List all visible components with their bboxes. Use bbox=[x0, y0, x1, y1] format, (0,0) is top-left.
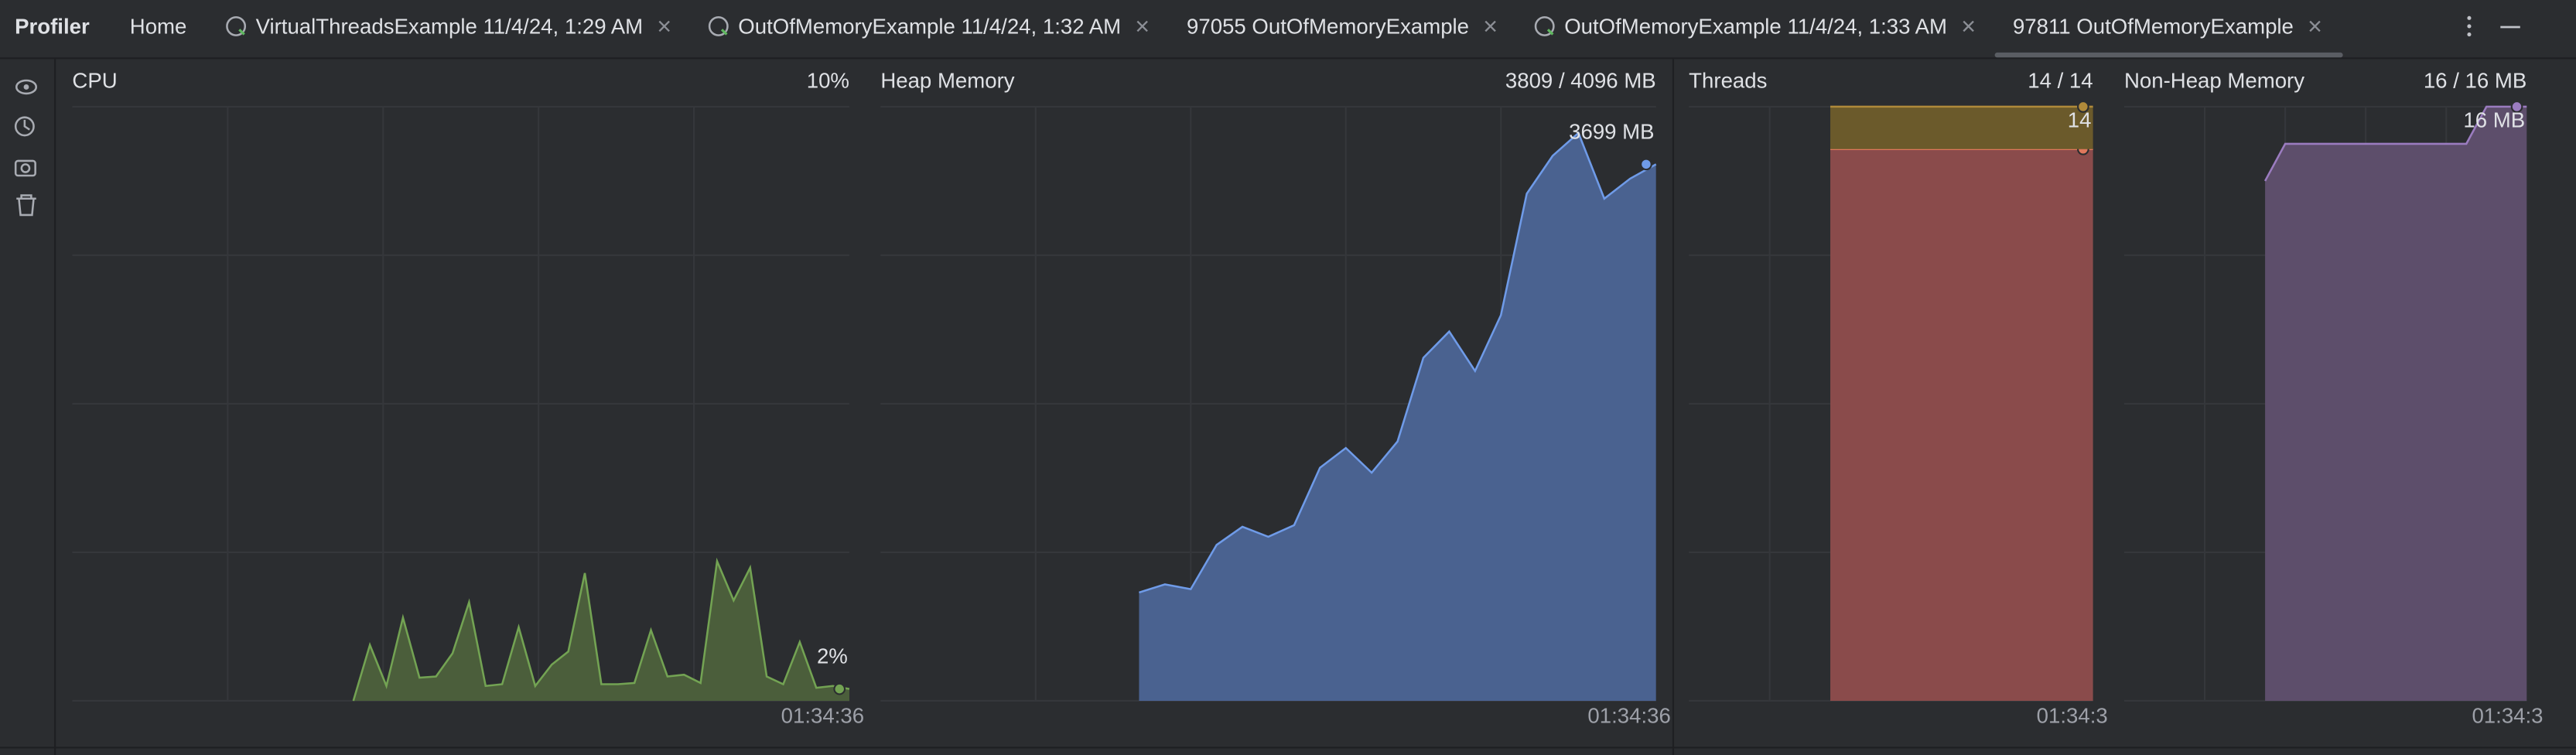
view-icon[interactable] bbox=[15, 79, 37, 95]
chart-title: Heap Memory bbox=[880, 68, 1014, 92]
tab-icon bbox=[1534, 16, 1555, 36]
attach-icon[interactable] bbox=[14, 116, 35, 137]
tab-icon-badge bbox=[1546, 29, 1554, 36]
chart-title: CPU bbox=[72, 68, 117, 92]
area bbox=[1830, 106, 2093, 149]
tab-close[interactable] bbox=[658, 20, 670, 32]
value-marker-label: 16 MB bbox=[2463, 108, 2525, 132]
area bbox=[2265, 106, 2527, 701]
last-point bbox=[2510, 101, 2523, 113]
chart-summary: 16 / 16 MB bbox=[2424, 68, 2526, 92]
tab-close[interactable] bbox=[1963, 20, 1974, 32]
chart-panel: Non-Heap Memory 16 / 16 MB 16 MB 01:34:3 bbox=[2123, 68, 2544, 727]
tab[interactable]: 97811 OutOfMemoryExample bbox=[1994, 14, 2343, 58]
last-point bbox=[1640, 158, 1652, 171]
area bbox=[353, 561, 849, 701]
chart-summary: 14 / 14 bbox=[2028, 68, 2093, 92]
value-marker-label: 3699 MB bbox=[1569, 119, 1654, 143]
chart-summary: 3809 / 4096 MB bbox=[1505, 68, 1656, 92]
time-label: 01:34:3 bbox=[2037, 703, 2108, 727]
tab-label: VirtualThreadsExample 11/4/24, 1:29 AM bbox=[256, 14, 644, 38]
last-point bbox=[833, 682, 846, 695]
value-marker-label: 2% bbox=[817, 644, 848, 668]
tab-close[interactable] bbox=[1136, 20, 1148, 32]
window-actions bbox=[2467, 15, 2520, 37]
tab-icon bbox=[708, 16, 729, 36]
time-label: 01:34:36 bbox=[781, 703, 864, 727]
tab-icon bbox=[226, 16, 247, 36]
value-marker-label: 14 bbox=[2068, 108, 2092, 132]
chart-summary: 10% bbox=[807, 68, 849, 92]
active-tab-indicator bbox=[1994, 52, 2343, 58]
tab[interactable]: OutOfMemoryExample 11/4/24, 1:33 AM bbox=[1534, 14, 1974, 38]
tab-label: 97811 OutOfMemoryExample bbox=[2013, 14, 2294, 38]
tab[interactable]: OutOfMemoryExample 11/4/24, 1:32 AM bbox=[708, 14, 1148, 38]
tab-label: OutOfMemoryExample 11/4/24, 1:33 AM bbox=[1564, 14, 1947, 38]
last-point bbox=[2077, 101, 2089, 113]
chart-panel: CPU 10% 2% 01:34:36 bbox=[72, 68, 864, 727]
tab-close[interactable] bbox=[2309, 20, 2321, 32]
area bbox=[1830, 149, 2093, 701]
chart-title: Non-Heap Memory bbox=[2124, 68, 2304, 92]
tab-icon-badge bbox=[720, 29, 728, 36]
chart-title: Threads bbox=[1689, 68, 1767, 92]
delete-icon[interactable] bbox=[16, 194, 36, 217]
time-label: 01:34:36 bbox=[1587, 703, 1670, 727]
chart-panel: Heap Memory 3809 / 4096 MB 3699 MB 01:34:36 bbox=[880, 68, 1671, 727]
tab-label: Home bbox=[130, 14, 187, 38]
tab-label: 97055 OutOfMemoryExample bbox=[1187, 14, 1469, 38]
chart-panel: Threads 14 / 14 14 01:34:3 bbox=[1689, 68, 2108, 727]
time-label: 01:34:3 bbox=[2472, 703, 2543, 727]
tab-icon-badge bbox=[238, 29, 245, 36]
area-line bbox=[352, 557, 850, 702]
sidebar bbox=[14, 79, 37, 217]
tab[interactable]: VirtualThreadsExample 11/4/24, 1:29 AM bbox=[226, 14, 670, 38]
area-line bbox=[2263, 105, 2527, 182]
more-menu[interactable] bbox=[2467, 15, 2472, 37]
tool-title: Profiler bbox=[15, 14, 90, 38]
tab-close[interactable] bbox=[1484, 20, 1496, 32]
area bbox=[1139, 132, 1656, 701]
area-line bbox=[1139, 131, 1657, 594]
snapshot-icon[interactable] bbox=[14, 159, 36, 177]
tab-label: OutOfMemoryExample 11/4/24, 1:32 AM bbox=[738, 14, 1121, 38]
tab[interactable]: Home bbox=[130, 14, 187, 38]
tab[interactable]: 97055 OutOfMemoryExample bbox=[1187, 14, 1496, 38]
